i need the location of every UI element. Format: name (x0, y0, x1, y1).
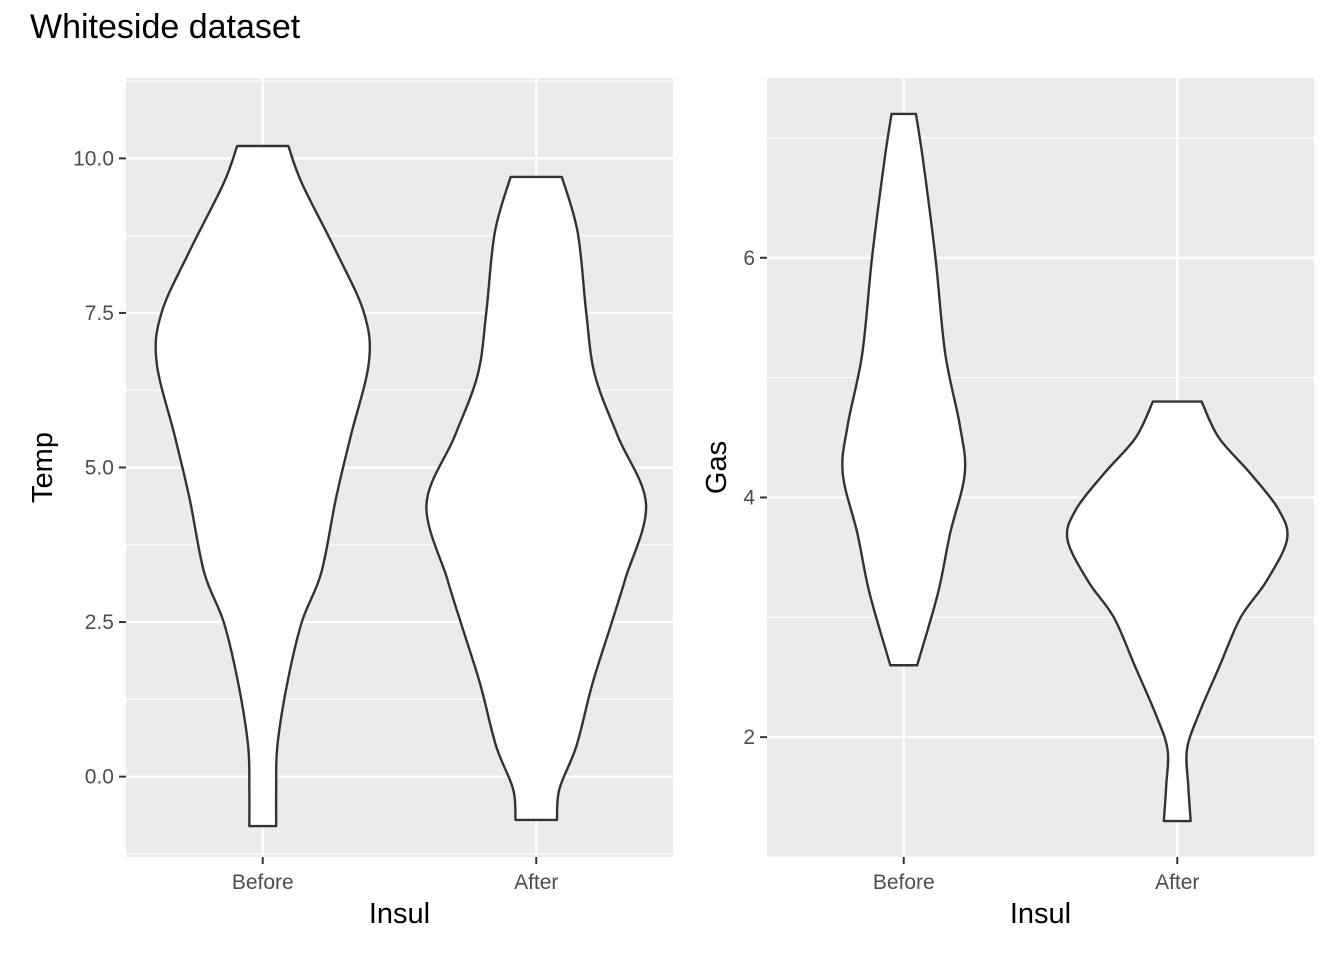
temp-violin-panel: 0.0 2.5 5.0 7.5 10.0 Before After Insul Temp (27, 78, 673, 930)
y-tick-label: 5.0 (85, 457, 114, 480)
x-tick-label: Before (232, 871, 294, 894)
y-tick-label: 4 (743, 486, 755, 509)
violin-after (1065, 400, 1289, 823)
chart-title: Whiteside dataset (30, 8, 301, 46)
x-tick-label: After (1155, 871, 1199, 894)
x-axis-title: Insul (369, 898, 430, 930)
y-tick-label: 7.5 (85, 302, 114, 325)
x-axis-title: Insul (1010, 898, 1071, 930)
y-tick-label: 6 (743, 247, 755, 270)
y-tick-label: 10.0 (73, 147, 114, 170)
violin-after (425, 175, 648, 822)
violin-before (841, 112, 967, 667)
x-tick-label: Before (873, 871, 935, 894)
x-tick-label: After (514, 871, 558, 894)
gas-violin-panel: 2 4 6 Before After Insul Gas (701, 78, 1314, 930)
y-tick-label: 2 (743, 726, 755, 749)
y-axis-title: Temp (27, 432, 59, 503)
y-tick-label: 0.0 (85, 766, 114, 789)
y-axis-title: Gas (701, 441, 733, 494)
violin-before (154, 144, 372, 828)
y-tick-label: 2.5 (85, 611, 114, 634)
